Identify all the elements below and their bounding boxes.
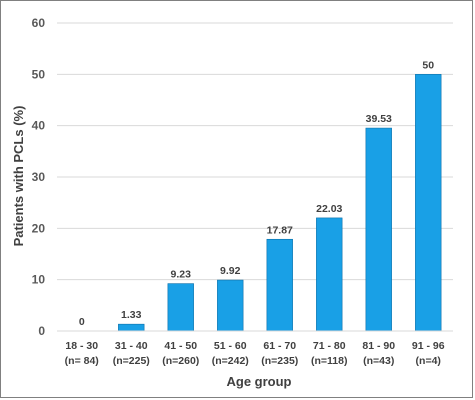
data-label: 9.92 xyxy=(220,265,241,277)
y-tick-label: 50 xyxy=(32,67,46,81)
y-tick-label: 40 xyxy=(32,119,46,133)
x-axis-ticks: 18 - 30 (n= 84) 31 - 40 (n=225) 41 - 50 (n=26… xyxy=(65,340,445,367)
x-tick-label: 71 - 80 xyxy=(313,340,346,352)
y-tick-label: 30 xyxy=(32,170,46,184)
x-tick-label: 41 - 50 xyxy=(164,340,197,352)
x-tick-label: 31 - 40 xyxy=(115,340,148,352)
x-tick-sample-size: (n=43) xyxy=(363,355,394,367)
y-axis-title: Patients with PCLs (%) xyxy=(11,106,26,247)
x-tick-sample-size: (n=235) xyxy=(261,355,298,367)
x-tick-sample-size: (n=225) xyxy=(113,355,150,367)
data-label: 39.53 xyxy=(366,113,392,125)
x-tick-label: 51 - 60 xyxy=(214,340,247,352)
bar xyxy=(217,279,244,332)
data-label: 9.23 xyxy=(171,269,192,281)
x-tick-sample-size: (n=4) xyxy=(416,355,441,367)
data-label: 1.33 xyxy=(121,309,142,321)
x-tick-label: 81 - 90 xyxy=(362,340,395,352)
bars xyxy=(118,74,442,332)
y-tick-label: 60 xyxy=(32,16,46,30)
bar xyxy=(316,217,343,332)
y-tick-label: 0 xyxy=(38,324,45,338)
bar xyxy=(118,323,145,332)
x-tick-label: 61 - 70 xyxy=(263,340,296,352)
y-tick-label: 10 xyxy=(32,273,46,287)
y-axis-ticks: 0 10 20 30 40 50 60 xyxy=(32,16,46,338)
data-label: 17.87 xyxy=(267,224,293,236)
bar xyxy=(365,127,392,332)
x-tick-label: 91 - 96 xyxy=(412,340,445,352)
x-tick-sample-size: (n=242) xyxy=(212,355,249,367)
data-label: 50 xyxy=(422,59,434,71)
data-label: 22.03 xyxy=(316,203,342,215)
data-labels: 0 1.33 9.23 9.92 17.87 22.03 39.53 50 xyxy=(79,59,434,328)
x-tick-sample-size: (n=118) xyxy=(311,355,347,367)
x-tick-label: 18 - 30 xyxy=(65,340,98,352)
gridlines xyxy=(57,22,453,281)
y-tick-label: 20 xyxy=(32,221,46,235)
x-tick-sample-size: (n=260) xyxy=(162,355,199,367)
bar xyxy=(167,283,194,332)
x-axis-title: Age group xyxy=(227,374,292,389)
x-tick-sample-size: (n= 84) xyxy=(65,355,99,367)
bar xyxy=(266,238,293,332)
data-label: 0 xyxy=(79,316,85,328)
bar xyxy=(415,74,442,332)
